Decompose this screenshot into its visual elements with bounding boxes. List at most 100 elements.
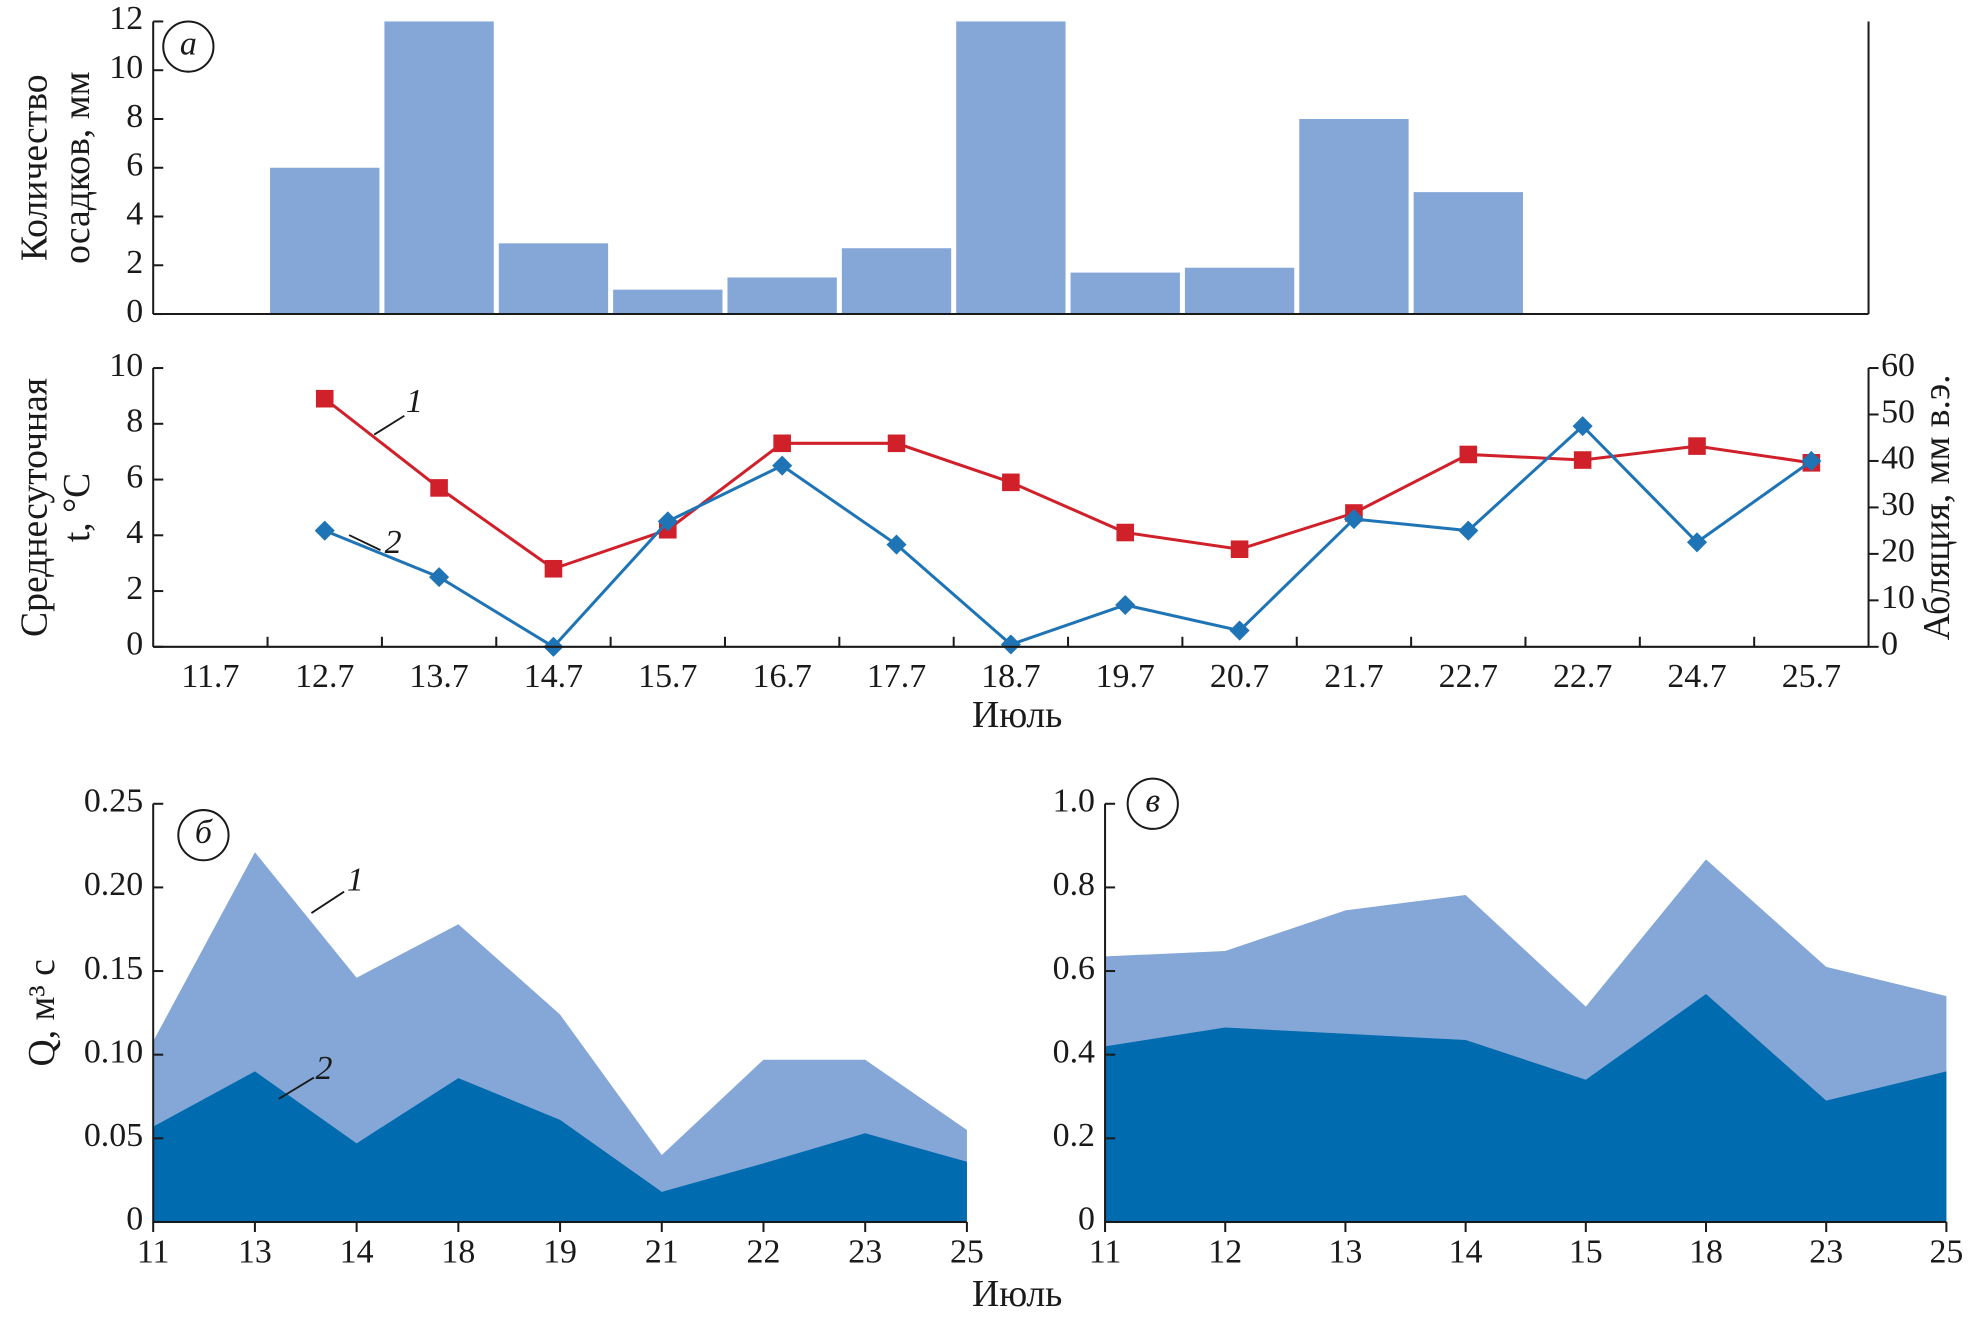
x-tick-label: 19.7	[1096, 658, 1155, 695]
y-tick-label: 0	[126, 626, 143, 663]
y-tick-label: 2	[126, 570, 143, 607]
y-axis-label: Q, м³ с	[21, 959, 63, 1066]
x-tick-label: 25	[1929, 1233, 1963, 1270]
y-tick-label: 0.25	[84, 783, 143, 820]
marker	[1116, 523, 1135, 542]
area	[1105, 994, 1947, 1222]
y2-tick-label: 30	[1881, 486, 1915, 523]
marker	[1458, 520, 1479, 541]
y-axis-label: t, °C	[56, 473, 98, 542]
line	[324, 424, 1813, 649]
bar	[1413, 192, 1523, 315]
area	[153, 852, 967, 1222]
x-tick-label: 18	[441, 1233, 475, 1270]
marker	[657, 511, 678, 532]
y-tick-label: 10	[109, 347, 143, 384]
area	[153, 1071, 967, 1222]
y-tick-label: 6	[126, 147, 143, 184]
marker	[1000, 634, 1021, 655]
x-tick-label: 20.7	[1210, 658, 1269, 695]
x-tick-label: 19	[543, 1233, 577, 1270]
x-tick-label: 13	[1328, 1233, 1362, 1270]
marker	[1572, 416, 1593, 437]
x-tick-label: 13.7	[409, 658, 468, 695]
marker	[1459, 445, 1478, 464]
y-axis-label: Количество	[13, 74, 55, 261]
x-tick-label: 23	[1809, 1233, 1843, 1270]
marker	[430, 479, 448, 497]
x-tick-label: 23	[848, 1233, 882, 1270]
bar	[1070, 272, 1180, 315]
y-tick-label: 2	[126, 244, 143, 281]
marker	[544, 559, 563, 578]
y2-tick-label: 0	[1881, 626, 1898, 663]
y-tick-label: 4	[126, 514, 143, 551]
bar	[841, 248, 952, 315]
y2-tick-label: 40	[1881, 440, 1915, 477]
x-axis-label: Июль	[972, 1273, 1062, 1315]
annotation: б	[195, 814, 213, 851]
leader-line	[373, 414, 405, 436]
series-label: 1	[406, 383, 423, 420]
marker	[429, 567, 450, 588]
x-tick-label: 11	[137, 1233, 170, 1270]
y2-tick-label: 20	[1881, 533, 1915, 570]
x-tick-label: 12	[1208, 1233, 1242, 1270]
bar	[384, 21, 494, 315]
marker	[1688, 437, 1706, 455]
x-tick-label: 15	[1569, 1233, 1603, 1270]
y-tick-label: 0.20	[84, 866, 143, 903]
y-tick-label: 1.0	[1053, 783, 1095, 820]
x-tick-label: 21.7	[1324, 658, 1383, 695]
marker	[314, 520, 335, 541]
series-label: 1	[347, 862, 364, 899]
bar	[727, 277, 837, 315]
y-tick-label: 0.4	[1053, 1033, 1095, 1070]
y2-tick-label: 50	[1881, 393, 1915, 430]
x-tick-label: 21	[645, 1233, 679, 1270]
series-label: 2	[385, 524, 402, 561]
marker	[315, 389, 334, 408]
y-tick-label: 0.10	[84, 1033, 143, 1070]
marker	[1343, 508, 1364, 530]
marker	[1573, 451, 1592, 469]
x-tick-label: 18.7	[981, 658, 1040, 695]
x-tick-label: 25	[950, 1233, 984, 1270]
x-tick-label: 14.7	[524, 658, 583, 695]
bar	[1299, 118, 1409, 315]
y2-tick-label: 10	[1881, 579, 1915, 616]
bar	[270, 167, 380, 315]
annotation: а	[180, 25, 197, 62]
y-tick-label: 10	[109, 49, 143, 86]
x-tick-label: 24.7	[1667, 658, 1726, 695]
x-tick-label: 25.7	[1782, 658, 1841, 695]
y-tick-label: 0.8	[1053, 866, 1095, 903]
y-tick-label: 0.2	[1053, 1117, 1095, 1154]
y-tick-label: 0.15	[84, 950, 143, 987]
y-tick-label: 0.05	[84, 1117, 143, 1154]
y2-axis-label: Абляция, мм в.э.	[1916, 374, 1958, 640]
x-tick-label: 14	[340, 1233, 374, 1270]
x-tick-label: 12.7	[295, 658, 354, 695]
x-axis-label: Июль	[972, 694, 1062, 736]
y-tick-label: 0	[1078, 1201, 1095, 1238]
y-axis-label: Среднесуточная	[13, 378, 55, 637]
y-tick-label: 8	[126, 98, 143, 135]
series-label: 2	[316, 1050, 333, 1087]
leader-line	[310, 890, 345, 914]
marker	[1230, 540, 1249, 559]
x-tick-label: 17.7	[867, 658, 926, 695]
x-tick-label: 22	[747, 1233, 781, 1270]
x-tick-label: 11	[1089, 1233, 1122, 1270]
x-tick-label: 16.7	[753, 658, 812, 695]
x-tick-label: 18	[1689, 1233, 1723, 1270]
marker	[773, 434, 791, 453]
y-tick-label: 0.6	[1053, 950, 1095, 987]
leader-line	[278, 1076, 315, 1100]
y-tick-label: 4	[126, 195, 143, 232]
bar	[956, 21, 1066, 315]
bar	[1184, 267, 1295, 315]
marker	[1002, 473, 1020, 492]
bar	[613, 289, 723, 315]
